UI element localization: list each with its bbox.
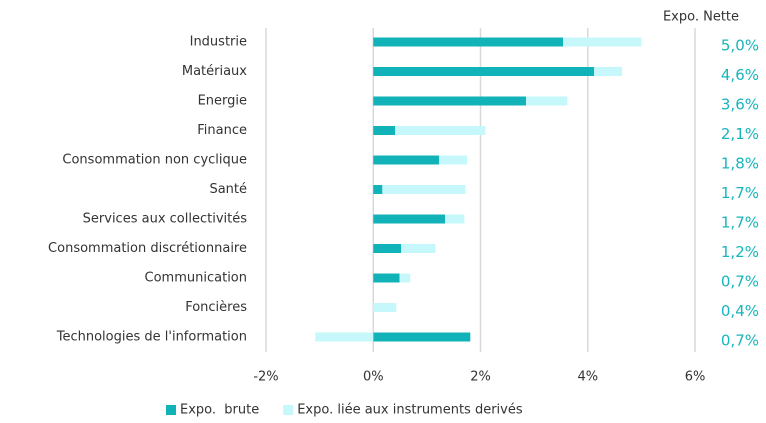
bar bbox=[373, 67, 595, 76]
x-tick-label: -2% bbox=[253, 370, 278, 385]
bar bbox=[373, 214, 446, 224]
x-tick-label: 4% bbox=[577, 370, 598, 385]
y-tick-label: Industrie bbox=[190, 35, 247, 50]
net-label: 0,7% bbox=[721, 273, 759, 291]
bar bbox=[373, 303, 397, 312]
y-tick-label: Energie bbox=[198, 94, 247, 109]
bar bbox=[373, 185, 383, 194]
net-label: 1,7% bbox=[721, 214, 759, 232]
bar bbox=[373, 96, 527, 106]
bar bbox=[373, 244, 402, 253]
bar bbox=[439, 155, 468, 165]
net-label: 1,2% bbox=[721, 243, 759, 261]
bar bbox=[563, 37, 642, 47]
bar bbox=[373, 126, 396, 135]
legend-label: Expo. liée aux instruments derivés bbox=[297, 403, 523, 418]
bar bbox=[395, 126, 486, 135]
net-label: 5,0% bbox=[721, 37, 759, 55]
y-tick-label: Matériaux bbox=[182, 64, 247, 79]
bar bbox=[373, 332, 471, 342]
bar bbox=[594, 67, 623, 76]
net-title: Expo. Nette bbox=[663, 10, 739, 25]
bar bbox=[382, 185, 466, 194]
x-tick-label: 6% bbox=[685, 370, 706, 385]
net-label: 1,7% bbox=[721, 184, 759, 202]
net-label: 2,1% bbox=[721, 125, 759, 143]
bar bbox=[373, 273, 400, 283]
net-label: 0,4% bbox=[721, 302, 759, 320]
bar bbox=[373, 37, 564, 47]
net-label: 0,7% bbox=[721, 332, 759, 350]
bar bbox=[526, 96, 568, 106]
legend-swatch bbox=[166, 405, 176, 415]
y-tick-label: Finance bbox=[197, 123, 247, 138]
net-label: 1,8% bbox=[721, 155, 759, 173]
bar bbox=[399, 273, 411, 283]
y-tick-label: Services aux collectivités bbox=[83, 212, 248, 227]
net-label: 3,6% bbox=[721, 96, 759, 114]
y-tick-label: Technologies de l'information bbox=[56, 330, 247, 345]
legend-label: Expo. brute bbox=[180, 403, 259, 418]
y-tick-label: Foncières bbox=[185, 300, 247, 315]
x-tick-label: 0% bbox=[363, 370, 384, 385]
bar bbox=[315, 332, 374, 342]
bar bbox=[401, 244, 436, 253]
y-tick-label: Consommation non cyclique bbox=[62, 153, 247, 168]
y-tick-label: Communication bbox=[145, 271, 247, 286]
bar bbox=[373, 155, 440, 165]
bar bbox=[445, 214, 465, 224]
y-tick-label: Consommation discrétionnaire bbox=[48, 241, 247, 256]
net-label: 4,6% bbox=[721, 66, 759, 84]
legend-swatch bbox=[283, 405, 294, 415]
y-tick-label: Santé bbox=[209, 182, 247, 197]
x-tick-label: 2% bbox=[470, 370, 491, 385]
